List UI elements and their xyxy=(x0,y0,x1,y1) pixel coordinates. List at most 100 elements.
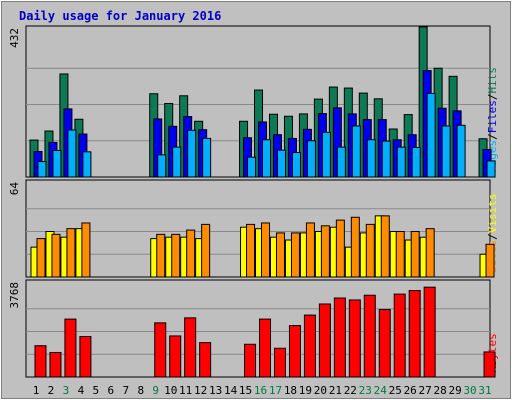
bar-pages-day-22 xyxy=(351,125,361,178)
bar-sites-day-21 xyxy=(335,219,345,278)
bar-pages-day-4 xyxy=(82,151,92,178)
bar-sites-day-2 xyxy=(51,233,61,278)
x-tick-label: 11 xyxy=(179,384,192,397)
bar-pages-day-21 xyxy=(336,146,346,178)
bar-pages-day-16 xyxy=(262,139,272,178)
x-tick-label: 2 xyxy=(48,384,55,397)
bar-kbytes-day-17 xyxy=(273,347,286,378)
bar-kbytes-day-31 xyxy=(483,351,496,378)
bar-kbytes-day-3 xyxy=(64,318,77,378)
bar-kbytes-day-1 xyxy=(34,345,47,378)
series-label: Hits xyxy=(486,67,499,94)
x-tick-label: 28 xyxy=(434,384,447,397)
bar-kbytes-day-11 xyxy=(184,317,197,378)
x-tick-label: 9 xyxy=(152,384,159,397)
x-tick-label: 22 xyxy=(344,384,357,397)
panel-max-label: 432 xyxy=(8,28,21,48)
bar-pages-day-26 xyxy=(411,146,421,178)
bar-pages-day-9 xyxy=(157,154,167,178)
bar-sites-day-24 xyxy=(380,215,390,278)
bar-sites-day-12 xyxy=(201,223,211,278)
bar-pages-day-28 xyxy=(441,125,451,178)
bar-sites-day-26 xyxy=(410,231,420,278)
bar-kbytes-day-22 xyxy=(348,299,361,378)
bar-sites-day-27 xyxy=(425,228,435,278)
bar-pages-day-19 xyxy=(306,140,316,178)
x-tick-label: 15 xyxy=(239,384,252,397)
bar-pages-day-23 xyxy=(366,139,376,178)
bar-pages-day-1 xyxy=(37,161,47,178)
x-tick-label: 19 xyxy=(299,384,312,397)
x-tick-label: 10 xyxy=(164,384,177,397)
x-axis: 1 2 3 4 5 6 7 8 9 10 11 12 13 14 15 16 17 18 19 20 21 22 23 24 2… xyxy=(33,384,492,397)
x-tick-label: 24 xyxy=(374,384,388,397)
series-label: / xyxy=(486,94,499,101)
x-tick-label: 3 xyxy=(63,384,70,397)
bar-sites-day-17 xyxy=(275,232,285,278)
bar-pages-day-10 xyxy=(172,146,182,178)
bar-pages-day-2 xyxy=(52,149,62,178)
bar-pages-day-29 xyxy=(456,124,466,178)
bar-kbytes-day-21 xyxy=(333,297,346,378)
x-tick-label: 21 xyxy=(329,384,342,397)
bar-kbytes-day-9 xyxy=(154,322,167,378)
x-tick-label: 6 xyxy=(108,384,115,397)
x-tick-label: 14 xyxy=(224,384,238,397)
panel-3: 3768KBytes xyxy=(8,279,499,378)
bar-pages-day-11 xyxy=(187,129,197,178)
x-tick-label: 7 xyxy=(122,384,129,397)
x-tick-label: 17 xyxy=(269,384,282,397)
bar-kbytes-day-4 xyxy=(79,335,92,378)
x-tick-label: 27 xyxy=(419,384,432,397)
bar-sites-day-15 xyxy=(246,223,256,278)
bar-sites-day-1 xyxy=(36,238,46,278)
chart-title: Daily usage for January 2016 xyxy=(19,9,221,23)
bar-kbytes-day-15 xyxy=(244,343,257,378)
bar-kbytes-day-16 xyxy=(259,318,272,378)
bar-kbytes-day-26 xyxy=(408,290,421,378)
bar-kbytes-day-23 xyxy=(363,294,376,378)
bar-sites-day-10 xyxy=(171,233,181,278)
bar-kbytes-day-25 xyxy=(393,293,406,378)
bar-sites-day-16 xyxy=(261,222,271,278)
x-tick-label: 23 xyxy=(359,384,372,397)
bar-kbytes-day-24 xyxy=(378,308,391,378)
bar-sites-day-31 xyxy=(485,243,495,278)
bar-kbytes-day-27 xyxy=(423,286,436,378)
chart-panels: 432 Pages/Files/Hits 64Sites/Visits3768KBy… xyxy=(8,25,499,378)
bar-pages-day-27 xyxy=(426,92,436,178)
panel-max-label: 3768 xyxy=(8,282,21,309)
bar-pages-day-12 xyxy=(202,137,212,178)
bar-pages-day-24 xyxy=(381,140,391,178)
x-tick-label: 16 xyxy=(254,384,267,397)
bar-kbytes-day-12 xyxy=(199,342,212,378)
bar-pages-day-18 xyxy=(291,151,301,178)
bar-kbytes-day-18 xyxy=(288,325,301,378)
panel-max-label: 64 xyxy=(8,182,21,196)
bar-pages-day-20 xyxy=(321,131,331,178)
bar-sites-day-23 xyxy=(365,223,375,278)
bar-pages-day-17 xyxy=(276,149,286,178)
bar-sites-day-18 xyxy=(290,232,300,278)
bar-sites-day-25 xyxy=(395,231,405,278)
x-tick-label: 4 xyxy=(78,384,85,397)
x-tick-label: 8 xyxy=(137,384,144,397)
bar-sites-day-22 xyxy=(350,216,360,278)
x-tick-label: 26 xyxy=(404,384,417,397)
bar-kbytes-day-19 xyxy=(303,314,316,378)
bar-sites-day-3 xyxy=(66,228,76,278)
bar-sites-day-4 xyxy=(81,222,91,278)
bar-pages-day-25 xyxy=(396,146,406,178)
bar-kbytes-day-20 xyxy=(318,303,331,378)
x-tick-label: 31 xyxy=(478,384,491,397)
x-tick-label: 18 xyxy=(284,384,297,397)
bar-pages-day-31 xyxy=(486,160,496,178)
panel-series-labels: Pages/Files/Hits xyxy=(486,67,499,173)
x-tick-label: 5 xyxy=(93,384,100,397)
x-tick-label: 30 xyxy=(463,384,476,397)
x-tick-label: 1 xyxy=(33,384,40,397)
panel-1: 432 Pages/Files/Hits xyxy=(8,25,499,178)
bar-sites-day-19 xyxy=(305,222,315,278)
